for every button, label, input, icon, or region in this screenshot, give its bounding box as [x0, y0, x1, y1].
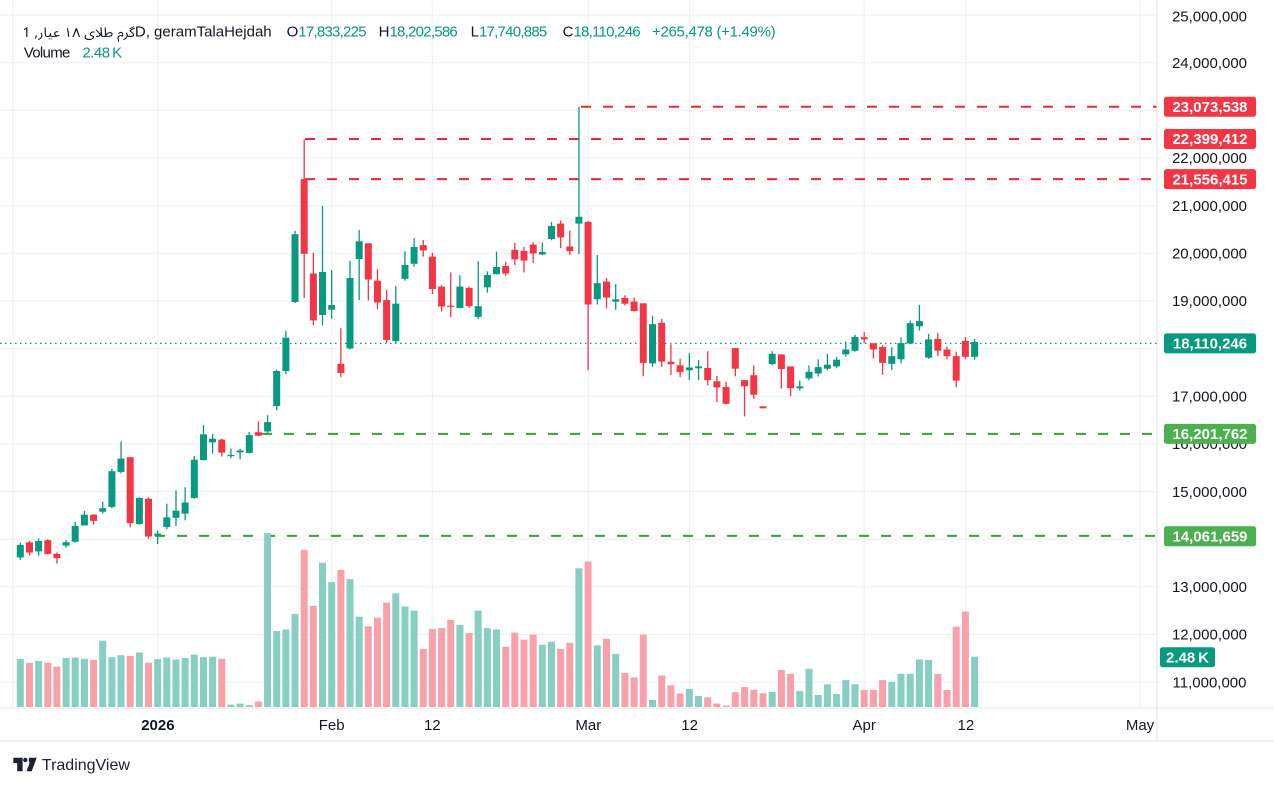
svg-text:21,556,415: 21,556,415 — [1172, 171, 1247, 188]
svg-text:Volume: Volume — [24, 45, 70, 62]
svg-text:23,073,538: 23,073,538 — [1172, 99, 1247, 116]
svg-text:12: 12 — [958, 717, 975, 734]
svg-text:May: May — [1126, 717, 1155, 734]
svg-text:12: 12 — [424, 717, 441, 734]
svg-text:12,000,000: 12,000,000 — [1172, 627, 1247, 644]
svg-text:O17,833,225: O17,833,225 — [287, 24, 367, 41]
svg-text:Apr: Apr — [853, 717, 876, 734]
svg-text:2.48 K: 2.48 K — [82, 45, 122, 62]
svg-text:19,000,000: 19,000,000 — [1172, 293, 1247, 310]
svg-text:18,110,246: 18,110,246 — [1173, 336, 1247, 353]
svg-text:12: 12 — [681, 717, 698, 734]
svg-text:2026: 2026 — [141, 717, 174, 734]
svg-text:13,000,000: 13,000,000 — [1172, 579, 1247, 596]
svg-text:16,201,762: 16,201,762 — [1172, 426, 1247, 443]
svg-text:15,000,000: 15,000,000 — [1172, 484, 1247, 501]
svg-text:2.48 K: 2.48 K — [1166, 649, 1209, 666]
svg-text:22,000,000: 22,000,000 — [1172, 150, 1247, 167]
svg-text:D, geramTalaHejdah: D, geramTalaHejdah — [135, 24, 272, 41]
svg-text:14,061,659: 14,061,659 — [1172, 529, 1247, 546]
svg-text:25,000,000: 25,000,000 — [1172, 9, 1247, 26]
svg-text:20,000,000: 20,000,000 — [1172, 246, 1247, 263]
svg-text:22,399,412: 22,399,412 — [1172, 131, 1247, 148]
svg-text:21,000,000: 21,000,000 — [1172, 198, 1247, 215]
svg-text:+265,478 (+1.49%): +265,478 (+1.49%) — [652, 24, 776, 41]
svg-text:11,000,000: 11,000,000 — [1173, 674, 1247, 691]
svg-text:24,000,000: 24,000,000 — [1172, 55, 1247, 72]
svg-text:H18,202,586: H18,202,586 — [379, 24, 458, 41]
svg-text:TradingView: TradingView — [42, 757, 130, 774]
svg-text:Mar: Mar — [575, 717, 601, 734]
svg-text:C18,110,246: C18,110,246 — [563, 24, 641, 41]
svg-text:L17,740,885: L17,740,885 — [471, 24, 547, 41]
svg-text:Feb: Feb — [319, 717, 345, 734]
svg-text:17,000,000: 17,000,000 — [1172, 388, 1247, 405]
